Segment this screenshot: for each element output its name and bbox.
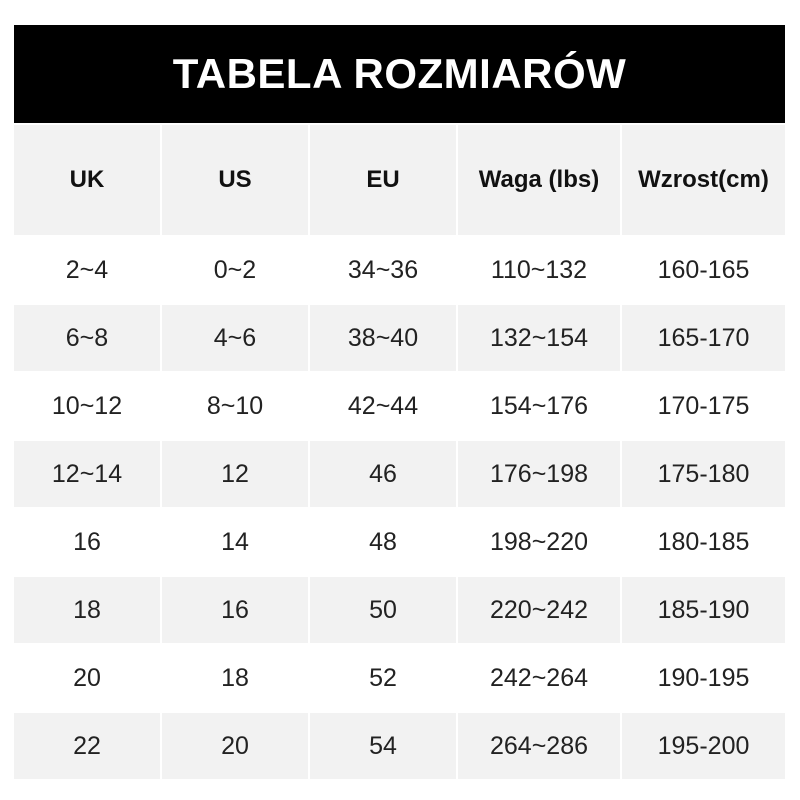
cell-uk: 2~4 <box>65 255 109 284</box>
cell-height: 170-175 <box>657 391 750 420</box>
header-height: Wzrost(cm) <box>622 125 785 235</box>
cell-uk: 10~12 <box>51 391 123 420</box>
cell-weight: 242~264 <box>489 663 589 692</box>
table-row: 22 20 54 264~286 195-200 <box>14 713 785 779</box>
table-row: 2~4 0~2 34~36 110~132 160-165 <box>14 237 785 303</box>
cell-eu: 52 <box>369 663 397 692</box>
cell-us: 8~10 <box>206 391 264 420</box>
cell-uk: 20 <box>73 663 101 692</box>
cell-uk: 12~14 <box>14 441 160 507</box>
cell-weight: 220~242 <box>458 577 620 643</box>
cell-eu: 42~44 <box>347 391 419 420</box>
cell-eu: 48 <box>369 527 397 556</box>
cell-height: 165-170 <box>622 305 785 371</box>
cell-uk: 16 <box>73 527 101 556</box>
cell-uk: 18 <box>14 577 160 643</box>
table-row: 20 18 52 242~264 190-195 <box>14 645 785 711</box>
cell-weight: 176~198 <box>458 441 620 507</box>
size-table: UK US EU Waga (lbs) Wzrost(cm) 2~4 0~2 34~… <box>12 123 787 781</box>
header-uk: UK <box>14 125 160 235</box>
cell-weight: 154~176 <box>489 391 589 420</box>
cell-height: 190-195 <box>657 663 750 692</box>
cell-height: 180-185 <box>657 527 750 556</box>
table-row: 6~8 4~6 38~40 132~154 165-170 <box>14 305 785 371</box>
cell-eu: 34~36 <box>347 255 419 284</box>
cell-uk: 6~8 <box>14 305 160 371</box>
cell-us: 20 <box>162 713 308 779</box>
cell-us: 18 <box>221 663 249 692</box>
cell-us: 14 <box>221 527 249 556</box>
size-chart-title: TABELA ROZMIARÓW <box>14 25 785 123</box>
cell-eu: 46 <box>310 441 456 507</box>
cell-height: 175-180 <box>622 441 785 507</box>
header-us: US <box>162 125 308 235</box>
cell-weight: 264~286 <box>458 713 620 779</box>
cell-eu: 38~40 <box>310 305 456 371</box>
cell-us: 12 <box>162 441 308 507</box>
table-row: 16 14 48 198~220 180-185 <box>14 509 785 575</box>
table-row: 18 16 50 220~242 185-190 <box>14 577 785 643</box>
table-row: 10~12 8~10 42~44 154~176 170-175 <box>14 373 785 439</box>
cell-weight: 132~154 <box>458 305 620 371</box>
cell-weight: 198~220 <box>489 527 589 556</box>
cell-us: 0~2 <box>213 255 257 284</box>
header-row: UK US EU Waga (lbs) Wzrost(cm) <box>14 125 785 235</box>
cell-eu: 50 <box>310 577 456 643</box>
header-weight: Waga (lbs) <box>458 125 620 235</box>
header-eu: EU <box>310 125 456 235</box>
cell-height: 195-200 <box>622 713 785 779</box>
cell-height: 160-165 <box>657 255 750 284</box>
cell-height: 185-190 <box>622 577 785 643</box>
cell-us: 16 <box>162 577 308 643</box>
cell-weight: 110~132 <box>490 255 588 284</box>
table-row: 12~14 12 46 176~198 175-180 <box>14 441 785 507</box>
cell-us: 4~6 <box>162 305 308 371</box>
cell-uk: 22 <box>14 713 160 779</box>
cell-eu: 54 <box>310 713 456 779</box>
